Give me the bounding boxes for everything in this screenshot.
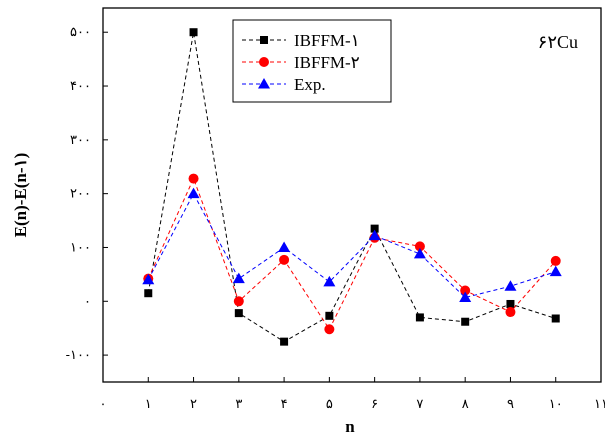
x-tick-label: ۵ [326,397,333,412]
data-point-exp [504,280,517,291]
data-point-exp [232,272,245,284]
x-tick-label: ۴ [281,397,288,412]
y-tick-label: ۲۰۰ [70,187,91,202]
data-point-ibffm-2 [505,307,516,318]
data-point-exp [278,241,291,252]
x-tick-label: ۳ [235,397,242,412]
legend-label: IBFFM-۲ [294,53,360,72]
x-tick-label: ۶ [371,397,378,412]
legend-entry-exp: Exp. [242,75,326,94]
data-point-ibffm-2 [414,241,425,252]
x-tick-label: ۰ [100,397,107,412]
series-ibffm-1 [144,28,560,346]
data-point-exp [142,273,155,285]
x-axis-title: n [345,417,355,436]
data-point-ibffm-1 [234,309,243,318]
legend-marker [258,78,270,89]
series-exp [142,187,562,303]
data-point-exp [187,187,200,199]
legend-label: Exp. [294,75,326,94]
x-tick-label: ۹ [507,397,514,412]
x-tick-label: ۱۰ [549,397,563,412]
x-tick-label: ۷ [416,397,423,412]
y-axis-ticks: -۱۰۰ ۰ ۱۰۰ ۲۰۰ ۳۰۰ ۴۰۰ ۵۰۰ [66,25,108,363]
plot-frame [102,7,602,383]
legend-label: IBFFM-۱ [294,31,360,50]
data-point-ibffm-1 [551,314,560,323]
data-point-exp [323,275,336,287]
series-line-ibffm-1 [147,32,556,343]
y-tick-label: -۱۰۰ [66,348,91,363]
data-point-ibffm-1 [415,313,424,322]
data-point-ibffm-1 [280,337,289,346]
legend-entry-ibffm-1: IBFFM-۱ [242,31,360,50]
series-layer [142,28,562,346]
data-point-ibffm-1 [189,28,198,37]
data-point-ibffm-2 [324,324,335,335]
data-point-exp [459,291,472,303]
x-tick-label: ۲ [190,397,197,412]
x-tick-label: ۸ [462,397,469,412]
y-tick-label: ۳۰۰ [70,133,91,148]
data-point-exp [549,265,562,277]
data-point-ibffm-2 [550,255,561,266]
y-axis-title: E(n)-E(n-۱) [11,153,30,238]
data-point-ibffm-1 [144,289,153,298]
legend-marker [260,36,268,44]
x-tick-label: ۱۱ [594,397,605,412]
legend-marker [259,57,269,67]
data-point-ibffm-2 [233,296,244,307]
data-point-ibffm-1 [370,224,379,233]
data-point-ibffm-1 [461,317,470,326]
series-line-exp [147,192,556,299]
y-tick-label: ۵۰۰ [70,25,91,40]
y-tick-label: ۴۰۰ [70,79,91,94]
data-point-ibffm-1 [325,311,334,320]
data-point-exp [368,229,381,241]
y-tick-label: ۱۰۰ [70,240,91,255]
data-point-ibffm-2 [188,173,199,184]
y-tick-label: ۰ [84,294,91,309]
x-tick-label: ۱ [145,397,152,412]
data-point-ibffm-2 [460,285,471,296]
legend-entry-ibffm-2: IBFFM-۲ [242,53,360,72]
data-point-ibffm-2 [279,254,290,265]
series-ibffm-2 [143,173,561,335]
series-line-ibffm-2 [147,177,557,331]
annotation-label: ۶۲Cu [538,32,578,52]
data-point-exp [413,247,426,259]
legend: IBFFM-۱ IBFFM-۲ Exp. [232,19,392,103]
x-axis-ticks: ۰ ۱ ۲ ۳ ۴ ۵ ۶ ۷ ۸ ۹ ۱۰ ۱۱ [100,377,605,412]
data-point-ibffm-1 [506,299,515,308]
